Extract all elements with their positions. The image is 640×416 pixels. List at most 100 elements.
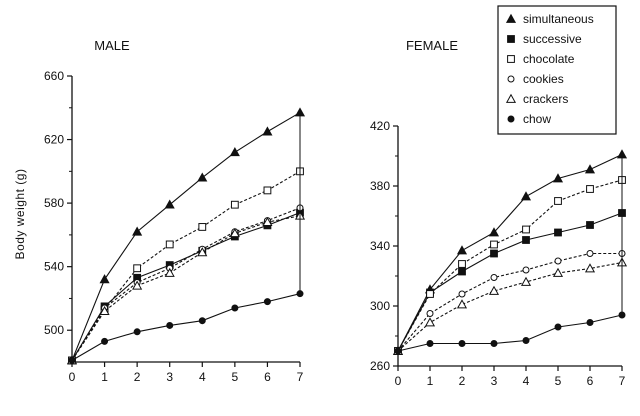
data-point-cookies xyxy=(426,310,434,317)
y-tick-label: 300 xyxy=(370,299,390,313)
legend-item-cookies: cookies xyxy=(507,72,564,86)
data-point-simultaneous xyxy=(164,199,175,209)
legend-box xyxy=(497,5,617,135)
data-point-chow xyxy=(68,356,76,364)
y-tick-label: 340 xyxy=(370,239,390,253)
y-tick-label: 420 xyxy=(370,119,390,133)
x-tick-label: 6 xyxy=(587,374,594,388)
x-tick-label: 3 xyxy=(491,374,498,388)
x-tick-label: 3 xyxy=(166,370,173,384)
x-tick-label: 0 xyxy=(69,370,76,384)
data-point-successive xyxy=(490,249,498,258)
data-point-chow xyxy=(133,328,141,336)
x-tick-label: 4 xyxy=(199,370,206,384)
data-point-chow xyxy=(198,317,206,325)
legend-label: successive xyxy=(523,32,582,46)
data-point-simultaneous xyxy=(520,191,532,201)
data-point-chocolate xyxy=(230,200,239,209)
panel-title: FEMALE xyxy=(406,38,458,53)
data-point-simultaneous xyxy=(552,173,564,183)
legend-marker-successive xyxy=(507,35,515,43)
data-point-simultaneous xyxy=(488,227,500,237)
y-axis-title: Body weight (g) xyxy=(13,169,27,260)
legend-marker-chocolate xyxy=(507,55,515,63)
data-point-chocolate xyxy=(554,197,562,205)
data-point-cookies xyxy=(490,274,498,281)
x-tick-label: 0 xyxy=(395,374,402,388)
series-line-successive xyxy=(71,212,301,361)
data-point-crackers xyxy=(262,216,273,227)
data-point-chocolate xyxy=(263,186,272,195)
legend-label: simultaneous xyxy=(523,12,594,26)
y-tick-label: 540 xyxy=(44,260,64,274)
series-line-simultaneous xyxy=(397,154,623,352)
data-point-simultaneous xyxy=(456,245,468,255)
x-tick-label: 2 xyxy=(459,374,466,388)
data-point-chocolate xyxy=(133,264,142,273)
x-tick-label: 7 xyxy=(619,374,626,388)
series-chow xyxy=(394,311,626,355)
series-successive xyxy=(394,209,626,355)
legend-label: cookies xyxy=(523,72,564,86)
legend-marker-crackers xyxy=(505,93,517,103)
data-point-chow xyxy=(426,340,434,347)
y-tick-label: 500 xyxy=(44,323,64,337)
data-point-simultaneous xyxy=(229,147,240,157)
series-cookies xyxy=(394,250,626,355)
x-tick-label: 1 xyxy=(101,370,108,384)
data-point-chow xyxy=(490,340,498,347)
data-point-chocolate xyxy=(458,260,466,268)
legend-marker-simultaneous xyxy=(505,13,517,23)
data-point-simultaneous xyxy=(132,226,143,236)
data-point-crackers xyxy=(99,305,110,316)
legend-item-crackers: crackers xyxy=(505,92,568,106)
series-line-crackers xyxy=(71,215,301,361)
x-tick-label: 7 xyxy=(297,370,304,384)
data-point-crackers xyxy=(488,285,500,295)
legend-label: crackers xyxy=(523,92,568,106)
data-point-cookies xyxy=(586,250,594,257)
data-point-chocolate xyxy=(198,223,207,231)
legend-item-simultaneous: simultaneous xyxy=(505,12,594,26)
data-point-chow xyxy=(554,323,562,331)
data-point-cookies xyxy=(458,290,466,298)
series-line-cookies xyxy=(71,207,301,361)
data-point-chow xyxy=(101,337,109,345)
series-line-chocolate xyxy=(397,179,623,352)
data-point-simultaneous xyxy=(197,172,208,182)
data-point-chow xyxy=(458,340,466,347)
data-point-chow xyxy=(231,304,239,312)
y-tick-label: 260 xyxy=(370,359,390,373)
x-tick-label: 6 xyxy=(264,370,271,384)
data-point-crackers xyxy=(164,267,175,277)
male-panel: MALE 500 540 580 620 660 0 1 2 3 4 5 6 7 xyxy=(44,38,306,384)
y-tick-label: 660 xyxy=(44,69,64,83)
data-point-crackers xyxy=(552,267,564,277)
series-chow xyxy=(68,290,304,364)
data-point-chow xyxy=(263,298,271,306)
data-point-simultaneous xyxy=(584,164,596,174)
x-tick-label: 4 xyxy=(523,374,530,388)
y-tick-label: 620 xyxy=(44,133,64,147)
series-line-crackers xyxy=(397,261,623,352)
panel-title: MALE xyxy=(94,38,130,53)
legend: simultaneous successive chocolate cookies cr… xyxy=(497,5,617,135)
series-line-successive xyxy=(397,212,623,352)
data-point-crackers xyxy=(229,228,240,238)
data-point-chow xyxy=(522,337,530,344)
data-point-crackers xyxy=(132,280,143,290)
y-tick-label: 380 xyxy=(370,179,390,193)
female-panel: FEMALE 260 300 340 380 420 0 1 2 3 4 5 6 7 xyxy=(370,38,628,388)
data-point-chow xyxy=(394,347,402,355)
data-point-successive xyxy=(554,228,562,237)
legend-marker-cookies xyxy=(507,75,515,83)
data-point-successive xyxy=(458,267,466,276)
legend-item-chocolate: chocolate xyxy=(507,52,575,66)
legend-item-chow: chow xyxy=(507,112,551,126)
data-point-cookies xyxy=(522,266,530,274)
series-line-cookies xyxy=(397,252,622,352)
data-point-chocolate xyxy=(586,185,594,193)
